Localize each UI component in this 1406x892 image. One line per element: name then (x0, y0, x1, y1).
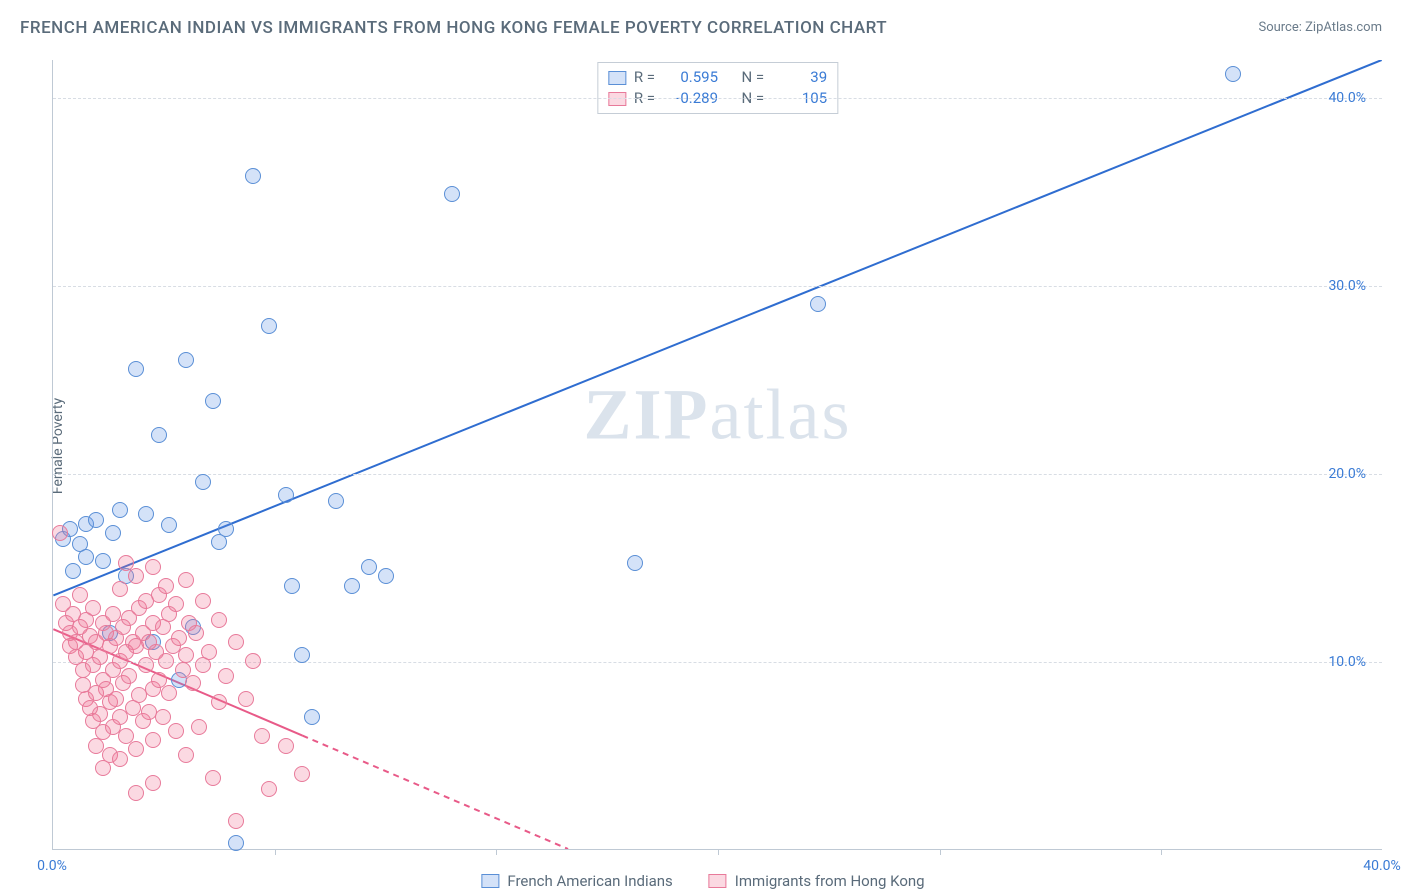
data-point (195, 593, 211, 609)
data-point (245, 168, 261, 184)
data-point (112, 502, 128, 518)
y-tick-label: 30.0% (1328, 278, 1366, 294)
data-point (145, 732, 161, 748)
data-point (52, 525, 68, 541)
data-point (218, 668, 234, 684)
data-point (121, 668, 137, 684)
x-tick-label: 0.0% (37, 858, 67, 874)
data-point (294, 766, 310, 782)
data-point (254, 728, 270, 744)
data-point (261, 781, 277, 797)
data-point (128, 741, 144, 757)
chart-title: FRENCH AMERICAN INDIAN VS IMMIGRANTS FRO… (20, 18, 887, 38)
data-point (145, 775, 161, 791)
plot-area: ZIPatlas R =0.595 N =39R =-0.289 N =105 … (52, 60, 1382, 850)
legend: French American Indians Immigrants from H… (481, 872, 924, 890)
data-point (278, 487, 294, 503)
stats-row: R =0.595 N =39 (608, 67, 827, 88)
data-point (185, 675, 201, 691)
data-point (378, 568, 394, 584)
data-point (145, 559, 161, 575)
data-point (191, 719, 207, 735)
data-point (65, 563, 81, 579)
data-point (168, 723, 184, 739)
watermark: ZIPatlas (584, 374, 852, 457)
data-point (211, 694, 227, 710)
data-point (294, 647, 310, 663)
data-point (158, 653, 174, 669)
data-point (112, 751, 128, 767)
stats-box: R =0.595 N =39R =-0.289 N =105 (597, 62, 838, 114)
data-point (444, 186, 460, 202)
y-tick-label: 20.0% (1328, 466, 1366, 482)
data-point (171, 630, 187, 646)
data-point (228, 634, 244, 650)
data-point (178, 647, 194, 663)
x-tick (496, 849, 497, 855)
data-point (278, 738, 294, 754)
data-point (161, 517, 177, 533)
gridline (53, 286, 1382, 287)
data-point (178, 747, 194, 763)
data-point (138, 657, 154, 673)
data-point (112, 581, 128, 597)
data-point (155, 709, 171, 725)
data-point (88, 512, 104, 528)
data-point (178, 352, 194, 368)
legend-swatch (608, 71, 626, 85)
x-tick (1161, 849, 1162, 855)
legend-item: French American Indians (481, 872, 672, 890)
legend-label: Immigrants from Hong Kong (735, 872, 925, 890)
data-point (211, 612, 227, 628)
data-point (138, 506, 154, 522)
data-point (238, 691, 254, 707)
data-point (78, 549, 94, 565)
data-point (188, 625, 204, 641)
x-tick (940, 849, 941, 855)
data-point (245, 653, 261, 669)
data-point (168, 596, 184, 612)
data-point (261, 318, 277, 334)
x-tick (275, 849, 276, 855)
x-tick-label: 40.0% (1363, 858, 1401, 874)
data-point (201, 644, 217, 660)
data-point (205, 393, 221, 409)
data-point (344, 578, 360, 594)
y-tick-label: 10.0% (1328, 654, 1366, 670)
legend-label: French American Indians (507, 872, 672, 890)
data-point (1225, 66, 1241, 82)
data-point (161, 685, 177, 701)
data-point (128, 361, 144, 377)
data-point (158, 578, 174, 594)
source-label: Source: ZipAtlas.com (1258, 20, 1382, 35)
legend-swatch (481, 874, 499, 888)
data-point (228, 813, 244, 829)
data-point (72, 587, 88, 603)
data-point (95, 553, 111, 569)
data-point (810, 296, 826, 312)
data-point (304, 709, 320, 725)
data-point (85, 600, 101, 616)
data-point (205, 770, 221, 786)
data-point (128, 785, 144, 801)
data-point (218, 521, 234, 537)
y-tick-label: 40.0% (1328, 90, 1366, 106)
data-point (195, 474, 211, 490)
data-point (328, 493, 344, 509)
data-point (284, 578, 300, 594)
data-point (128, 568, 144, 584)
data-point (361, 559, 377, 575)
data-point (105, 525, 121, 541)
data-point (228, 835, 244, 851)
data-point (627, 555, 643, 571)
data-point (151, 427, 167, 443)
legend-swatch (709, 874, 727, 888)
gridline (53, 474, 1382, 475)
data-point (178, 572, 194, 588)
data-point (108, 691, 124, 707)
x-tick (718, 849, 719, 855)
gridline (53, 98, 1382, 99)
legend-item: Immigrants from Hong Kong (709, 872, 925, 890)
